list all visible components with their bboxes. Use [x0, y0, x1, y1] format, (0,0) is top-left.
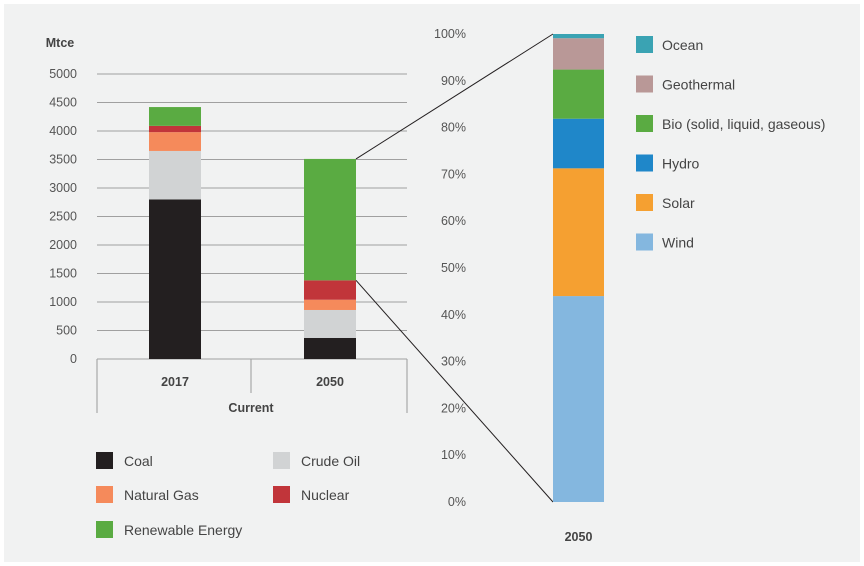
bar-solar-2050	[553, 168, 604, 297]
bar-coal-2050	[304, 337, 356, 359]
bar-ocean-2050	[553, 34, 604, 39]
bar-hydro-2050	[553, 118, 604, 169]
legend-swatch-crude-oil	[273, 452, 290, 469]
bar-nuclear-2050	[304, 280, 356, 300]
legend-swatch-hydro	[636, 154, 653, 172]
bar-natural-gas-2017	[149, 132, 201, 151]
legend-label-wind: Wind	[662, 235, 694, 251]
left-chart-axes	[96, 359, 408, 413]
legend-swatch-natural-gas	[96, 486, 113, 503]
right-y-tick-label: 100%	[434, 27, 466, 41]
right-y-tick-label: 60%	[441, 214, 466, 228]
bar-bio-solid-liquid-gaseous-2050	[553, 69, 604, 119]
left-x-tick-label: 2050	[316, 375, 344, 389]
legend-swatch-ocean	[636, 36, 653, 53]
legend-swatch-nuclear	[273, 486, 290, 503]
legend-label-ocean: Ocean	[662, 37, 703, 53]
bar-renewable-energy-2050	[304, 158, 356, 281]
bar-coal-2017	[149, 199, 201, 359]
zoom-connector-top	[355, 33, 554, 160]
left-y-tick-label: 5000	[49, 67, 77, 81]
legend-swatch-coal	[96, 452, 113, 469]
left-x-group-label: Current	[228, 401, 274, 415]
bar-crude-oil-2017	[149, 150, 201, 200]
legend-label-geothermal: Geothermal	[662, 77, 735, 93]
left-y-tick-label: 2000	[49, 238, 77, 252]
left-y-tick-label: 2500	[49, 210, 77, 224]
bar-nuclear-2017	[149, 125, 201, 133]
legend-label-solar: Solar	[662, 195, 695, 211]
legend-label-hydro: Hydro	[662, 156, 700, 172]
right-y-tick-label: 70%	[441, 167, 466, 181]
right-y-tick-label: 30%	[441, 355, 466, 369]
left-y-tick-label: 3500	[49, 153, 77, 167]
left-y-tick-label: 1500	[49, 267, 77, 281]
left-y-axis-label: Mtce	[46, 36, 75, 50]
right-y-tick-label: 80%	[441, 121, 466, 135]
right-y-tick-label: 0%	[448, 495, 466, 509]
left-y-tick-label: 1000	[49, 295, 77, 309]
right-x-tick-label: 2050	[565, 530, 593, 544]
legend-swatch-solar	[636, 194, 653, 211]
right-y-tick-label: 50%	[441, 261, 466, 275]
bar-renewable-energy-2017	[149, 107, 201, 126]
chart-background	[4, 4, 860, 562]
left-y-tick-label: 0	[70, 352, 77, 366]
bar-natural-gas-2050	[304, 299, 356, 310]
legend-label-bio-solid-liquid-gaseous: Bio (solid, liquid, gaseous)	[662, 116, 825, 132]
left-y-tick-label: 3000	[49, 181, 77, 195]
legend-swatch-bio-solid-liquid-gaseous	[636, 115, 653, 132]
bar-wind-2050	[553, 296, 604, 502]
legend-label-nuclear: Nuclear	[301, 487, 350, 503]
legend-label-crude-oil: Crude Oil	[301, 453, 360, 469]
left-y-tick-label: 4500	[49, 96, 77, 110]
right-y-tick-label: 40%	[441, 308, 466, 322]
right-y-tick-label: 90%	[441, 74, 466, 88]
right-y-tick-label: 10%	[441, 448, 466, 462]
left-x-tick-label: 2017	[161, 375, 189, 389]
legend-label-coal: Coal	[124, 453, 153, 469]
legend-label-renewable-energy: Renewable Energy	[124, 522, 242, 538]
legend-label-natural-gas: Natural Gas	[124, 487, 199, 503]
zoom-connector-bottom	[355, 280, 554, 503]
left-y-tick-label: 4000	[49, 124, 77, 138]
left-y-tick-label: 500	[56, 324, 77, 338]
legend-swatch-geothermal	[636, 75, 653, 93]
legend-swatch-wind	[636, 233, 653, 251]
bar-geothermal-2050	[553, 38, 604, 70]
right-y-tick-label: 20%	[441, 401, 466, 415]
bar-crude-oil-2050	[304, 309, 356, 338]
legend-swatch-renewable-energy	[96, 521, 113, 538]
